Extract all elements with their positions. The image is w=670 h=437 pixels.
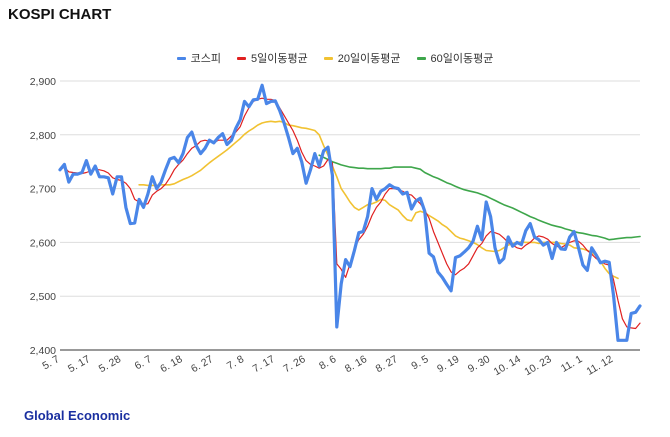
x-tick-label: 7. 26	[281, 353, 307, 375]
x-tick-label: 10. 14	[492, 353, 523, 378]
x-tick-label: 10. 23	[522, 353, 553, 378]
y-tick-label: 2,900	[30, 76, 56, 88]
legend-item-ma5[interactable]: 5일이동평균	[236, 50, 308, 66]
x-tick-label: 11. 1	[559, 353, 585, 375]
legend-swatch-ma5	[236, 56, 246, 60]
chart-legend: 코스피 5일이동평균 20일이동평균 60일이동평균	[0, 50, 670, 66]
x-tick-label: 7. 17	[251, 353, 277, 375]
series-line-kospi	[58, 83, 642, 342]
y-tick-label: 2,700	[30, 184, 56, 196]
legend-swatch-ma20	[323, 56, 333, 60]
legend-label-kospi: 코스피	[190, 53, 221, 65]
series-line-ma60	[318, 154, 641, 241]
x-tick-label: 9. 30	[466, 353, 492, 375]
x-tick-label: 8. 6	[317, 353, 338, 372]
x-tick-label: 5. 28	[97, 353, 123, 375]
x-tick-label: 11. 12	[585, 353, 616, 378]
x-tick-label: 9. 5	[409, 353, 430, 372]
x-tick-label: 6. 27	[189, 353, 215, 375]
y-tick-label: 2,600	[30, 237, 56, 249]
series-layer	[58, 83, 642, 342]
legend-item-kospi[interactable]: 코스피	[176, 50, 221, 66]
y-tick-label: 2,400	[30, 345, 56, 357]
legend-label-ma5: 5일이동평균	[250, 53, 308, 65]
series-line-ma5	[59, 97, 641, 330]
legend-item-ma60[interactable]: 60일이동평균	[416, 50, 494, 66]
x-tick-label: 5. 17	[66, 353, 92, 375]
legend-label-ma20: 20일이동평균	[337, 53, 401, 65]
legend-item-ma20[interactable]: 20일이동평균	[323, 50, 401, 66]
x-tick-label: 7. 8	[225, 353, 246, 372]
series-line-ma20	[138, 120, 619, 280]
y-tick-label: 2,500	[30, 291, 56, 303]
x-tick-label: 8. 27	[374, 353, 400, 375]
brand-label: Global Economic	[24, 408, 131, 423]
x-tick-label: 8. 16	[343, 353, 369, 375]
chart-title: KOSPI CHART	[8, 6, 112, 23]
y-tick-label: 2,800	[30, 130, 56, 142]
x-tick-label: 6. 18	[158, 353, 184, 375]
x-tick-label: 9. 19	[435, 353, 461, 375]
x-tick-label: 6. 7	[133, 353, 154, 372]
legend-label-ma60: 60일이동평균	[430, 53, 494, 65]
legend-swatch-kospi	[176, 56, 186, 60]
legend-swatch-ma60	[416, 56, 426, 60]
